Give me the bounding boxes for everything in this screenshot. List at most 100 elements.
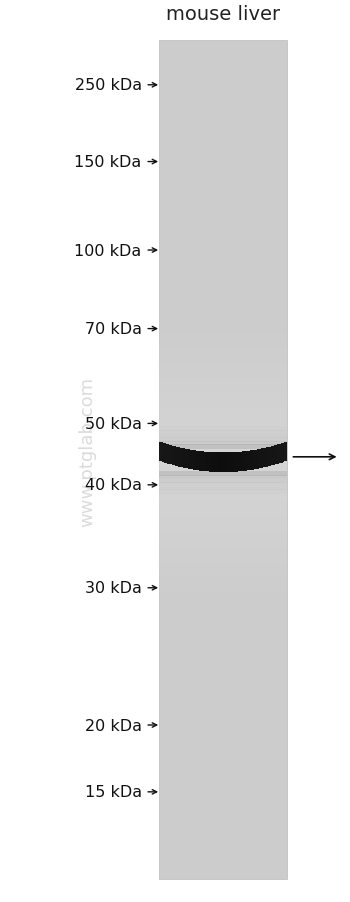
Bar (191, 450, 193, 470)
Bar (268, 447, 270, 466)
Bar (204, 452, 206, 472)
Bar (270, 447, 271, 466)
Bar (205, 452, 208, 472)
Bar (159, 430, 287, 435)
Bar (284, 443, 286, 462)
Text: 50 kDa: 50 kDa (85, 417, 142, 431)
Bar (255, 450, 257, 470)
Bar (159, 408, 287, 518)
Bar (215, 453, 217, 473)
Bar (230, 453, 231, 473)
Bar (236, 453, 238, 472)
Text: 30 kDa: 30 kDa (85, 581, 142, 595)
Bar (159, 423, 287, 502)
Bar (159, 393, 287, 532)
Bar (159, 486, 287, 491)
Bar (242, 452, 244, 472)
Bar (233, 453, 234, 473)
Bar (248, 451, 251, 471)
Text: 150 kDa: 150 kDa (75, 155, 142, 170)
Bar (159, 437, 287, 487)
Bar (253, 450, 256, 470)
Bar (231, 453, 233, 473)
Bar (271, 446, 273, 465)
Bar (245, 452, 247, 471)
Bar (239, 452, 241, 472)
Text: mouse liver: mouse liver (166, 5, 280, 24)
Bar (285, 442, 287, 462)
Bar (278, 445, 279, 464)
Bar (159, 379, 287, 547)
Bar (159, 445, 287, 449)
Bar (250, 451, 252, 470)
Bar (241, 452, 243, 472)
Bar (183, 449, 185, 468)
Bar (234, 453, 236, 472)
Bar (226, 453, 228, 473)
Bar (238, 452, 239, 472)
Bar (202, 452, 204, 472)
Bar (217, 453, 219, 473)
Bar (187, 449, 188, 469)
Bar (274, 446, 276, 465)
Bar (197, 451, 199, 471)
Bar (281, 444, 282, 463)
Bar (159, 41, 287, 879)
Bar (260, 449, 262, 468)
Bar (218, 453, 220, 473)
Bar (266, 448, 268, 467)
Bar (209, 453, 211, 472)
Bar (263, 448, 265, 468)
Bar (182, 448, 183, 468)
Bar (261, 449, 264, 468)
Bar (228, 453, 230, 473)
Bar (276, 446, 278, 465)
Bar (177, 447, 179, 466)
Bar (199, 452, 201, 471)
Text: www.ptglab.com: www.ptglab.com (78, 376, 97, 526)
Bar (188, 450, 190, 469)
Bar (244, 452, 246, 471)
Bar (180, 448, 182, 467)
Bar (159, 349, 287, 577)
Text: 15 kDa: 15 kDa (85, 785, 142, 799)
Bar (257, 450, 259, 469)
Bar (190, 450, 191, 470)
Bar (258, 449, 260, 469)
Text: 250 kDa: 250 kDa (75, 78, 142, 93)
Bar (159, 434, 287, 438)
Bar (161, 443, 163, 462)
Bar (174, 446, 176, 465)
Bar (222, 453, 223, 473)
Bar (159, 479, 287, 483)
Bar (159, 490, 287, 494)
Bar (178, 448, 180, 467)
Bar (210, 453, 212, 472)
Bar (194, 451, 196, 470)
Bar (170, 446, 172, 465)
Bar (175, 447, 177, 466)
Bar (159, 364, 287, 562)
Bar (169, 446, 171, 465)
Text: 100 kDa: 100 kDa (75, 244, 142, 258)
Bar (214, 453, 216, 473)
Bar (265, 448, 267, 467)
Bar (164, 444, 166, 463)
Bar (162, 444, 164, 463)
Text: 40 kDa: 40 kDa (85, 478, 142, 492)
Bar (159, 334, 287, 592)
Bar (252, 451, 254, 470)
Bar (225, 453, 227, 473)
Bar (193, 451, 195, 470)
Bar (220, 453, 222, 473)
Bar (279, 445, 281, 464)
Bar (167, 445, 169, 464)
Bar (247, 451, 249, 471)
Bar (273, 446, 274, 465)
Bar (172, 446, 174, 465)
Text: 70 kDa: 70 kDa (85, 322, 142, 336)
Bar (207, 452, 209, 472)
Bar (159, 475, 287, 480)
Text: 20 kDa: 20 kDa (85, 718, 142, 732)
Bar (159, 442, 161, 462)
